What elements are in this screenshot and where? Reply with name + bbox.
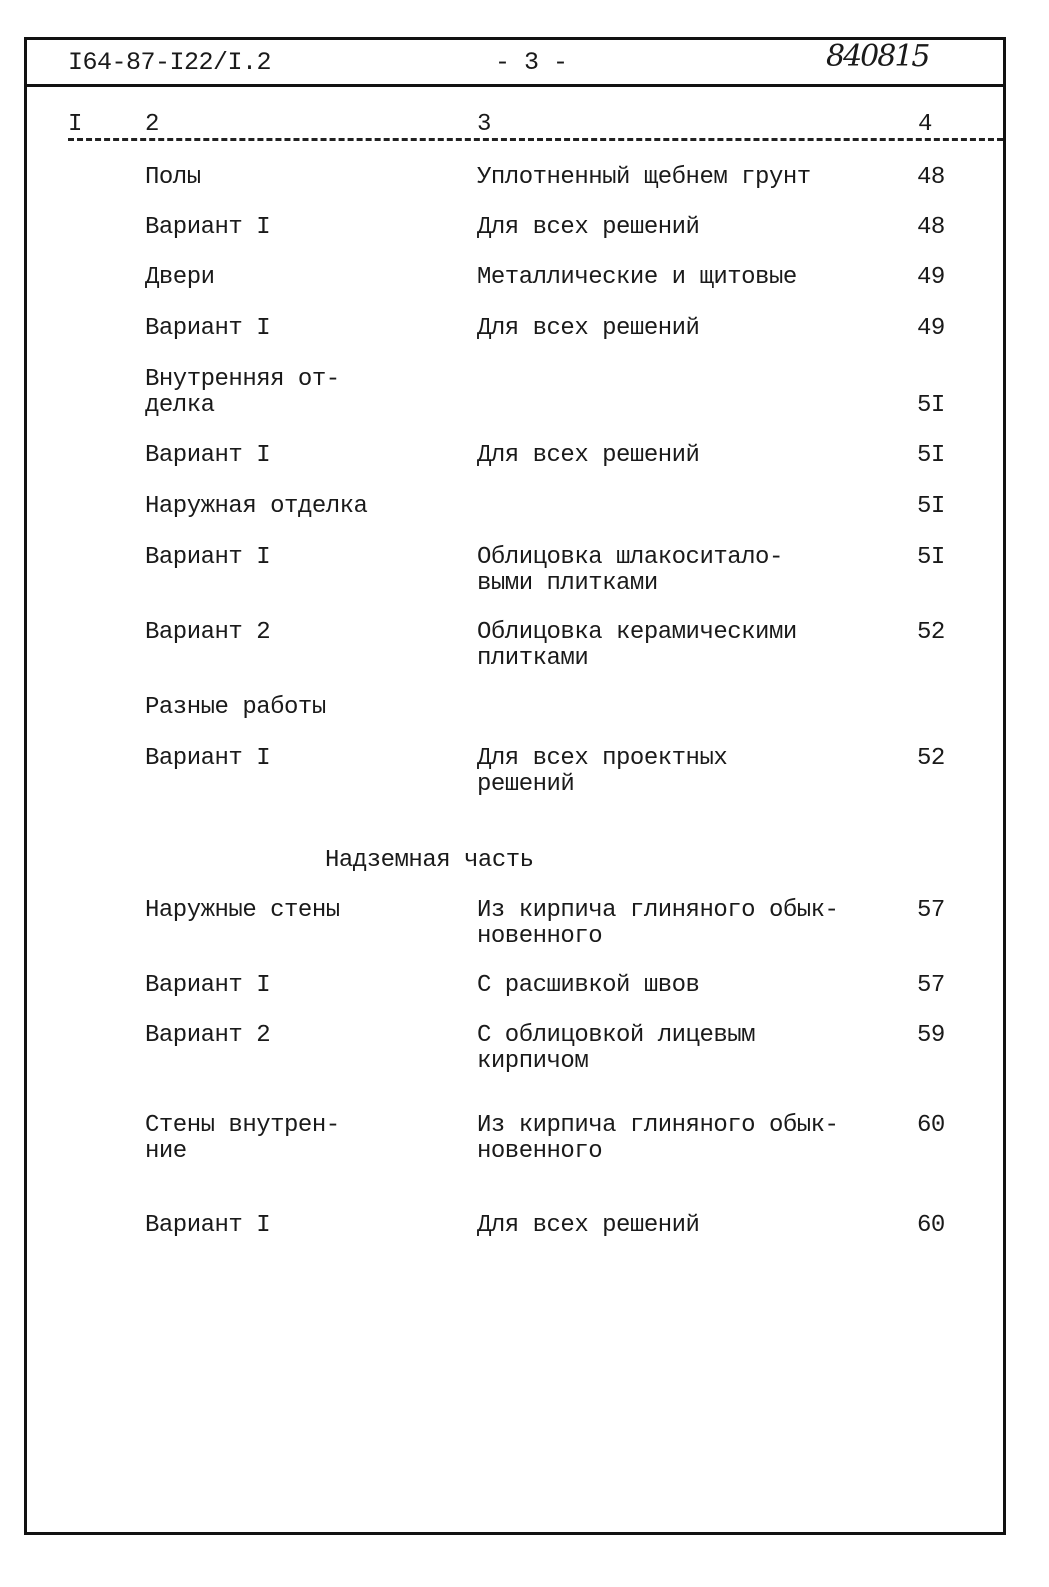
page-number: - 3 - (495, 48, 568, 77)
row-name: Разные работы (145, 694, 326, 721)
column-header-1: I (68, 111, 82, 138)
row-page: 48 (917, 164, 945, 191)
row-page: 5I (917, 544, 945, 571)
row-description: С расшивкой швов (477, 972, 700, 999)
row-name: Вариант I (145, 1212, 271, 1239)
row-page: 48 (917, 214, 945, 241)
row-name: Вариант I (145, 214, 271, 241)
row-name: Наружная отделка (145, 493, 368, 520)
row-name: Вариант I (145, 972, 271, 999)
row-description: С облицовкой лицевым кирпичом (477, 1022, 756, 1075)
row-description: Для всех решений (477, 315, 700, 342)
row-page: 52 (917, 745, 945, 772)
row-name: Наружные стены (145, 897, 340, 924)
row-description: Уплотненный щебнем грунт (477, 164, 811, 191)
row-name: Вариант I (145, 315, 271, 342)
row-page: 5I (917, 392, 945, 419)
row-name: Вариант 2 (145, 1022, 271, 1049)
row-description: Для всех решений (477, 214, 700, 241)
row-description: Металлические и щитовые (477, 264, 797, 291)
header-divider (24, 84, 1006, 87)
row-description: Облицовка керамическими плитками (477, 619, 797, 672)
row-page: 57 (917, 972, 945, 999)
row-page: 49 (917, 264, 945, 291)
row-name: Двери (145, 264, 215, 291)
row-page: 52 (917, 619, 945, 646)
row-name: Вариант I (145, 442, 271, 469)
row-page: 60 (917, 1212, 945, 1239)
row-name: Внутренняя от- делка (145, 366, 340, 419)
row-description: Облицовка шлакоситало- выми плитками (477, 544, 783, 597)
section-heading: Надземная часть (325, 847, 534, 874)
row-name: Стены внутрен- ние (145, 1112, 340, 1165)
row-name: Полы (145, 164, 201, 191)
column-header-3: 3 (477, 111, 491, 138)
row-description: Для всех проектных решений (477, 745, 728, 798)
row-name: Вариант I (145, 745, 271, 772)
handwritten-number: 840815 (826, 39, 931, 74)
row-name: Вариант 2 (145, 619, 271, 646)
row-description: Для всех решений (477, 1212, 700, 1239)
row-page: 57 (917, 897, 945, 924)
row-description: Из кирпича глиняного обык- новенного (477, 897, 839, 950)
column-header-4: 4 (918, 111, 932, 138)
row-page: 59 (917, 1022, 945, 1049)
row-page: 49 (917, 315, 945, 342)
row-name: Вариант I (145, 544, 271, 571)
row-page: 5I (917, 442, 945, 469)
dashed-rule (68, 138, 1003, 141)
document-code: I64-87-I22/I.2 (68, 48, 272, 77)
row-page: 60 (917, 1112, 945, 1139)
row-description: Для всех решений (477, 442, 700, 469)
row-page: 5I (917, 493, 945, 520)
page-border (24, 37, 1006, 1535)
row-description: Из кирпича глиняного обык- новенного (477, 1112, 839, 1165)
column-header-2: 2 (145, 111, 159, 138)
